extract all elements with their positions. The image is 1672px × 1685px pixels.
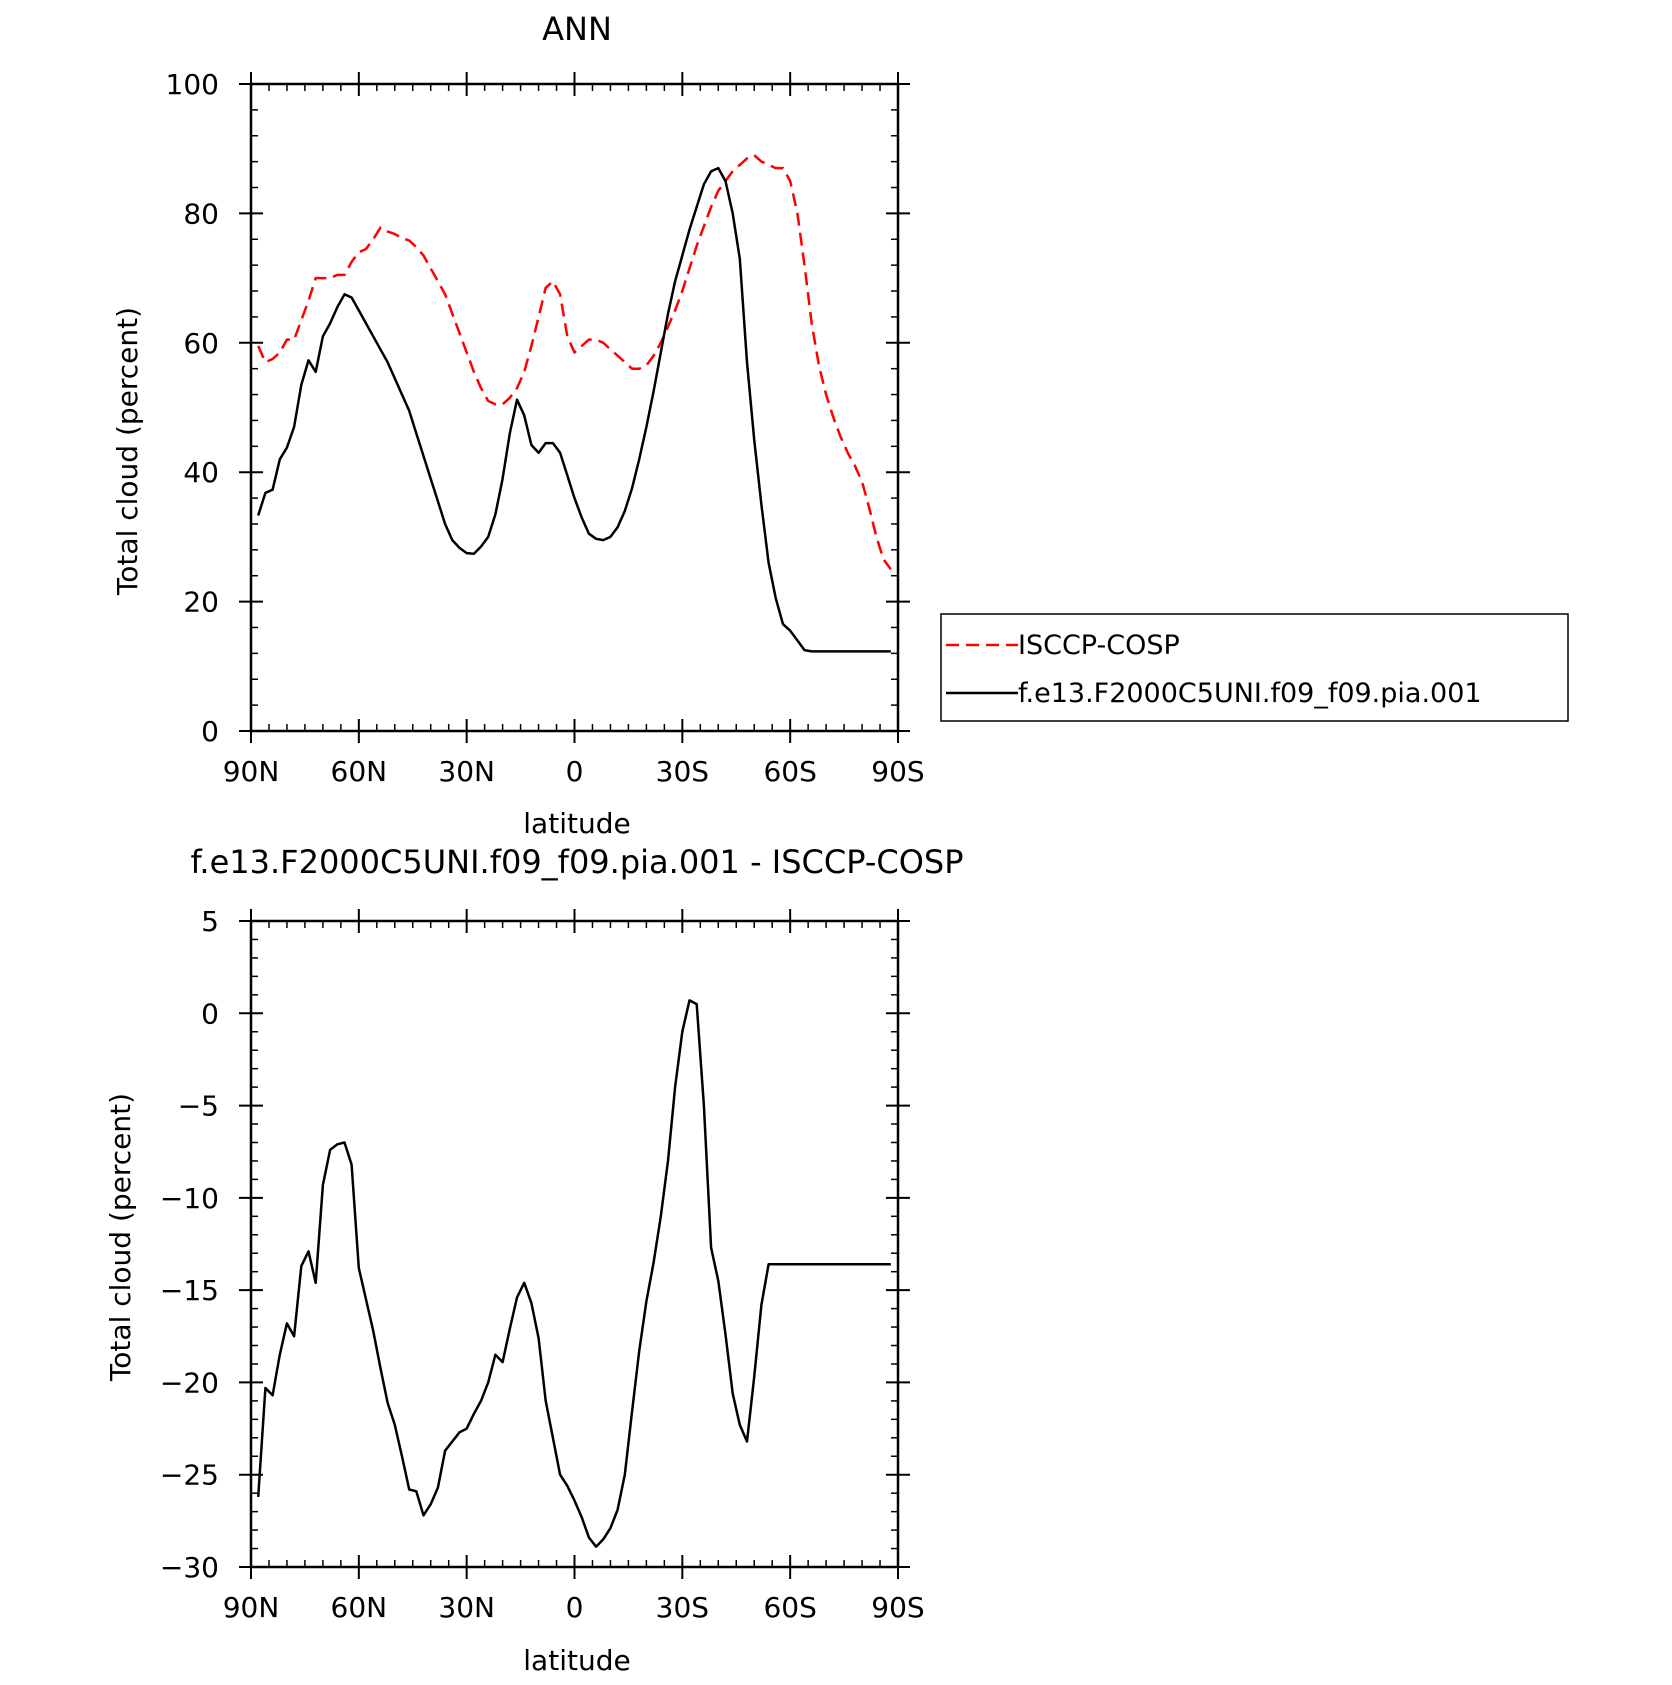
x-tick-label: 60N <box>331 755 388 788</box>
y-tick-label: 60 <box>183 327 219 360</box>
top-panel: ANN latitude Total cloud (percent) ISCCP… <box>111 10 1569 840</box>
bottom-panel-y-axis-title: Total cloud (percent) <box>104 1093 137 1382</box>
top-panel-series-line-0 <box>257 153 892 571</box>
top-panel-plot-frame <box>249 82 900 733</box>
x-tick-label: 30S <box>656 755 709 788</box>
x-tick-label: 0 <box>566 755 584 788</box>
x-tick-label: 90N <box>223 755 280 788</box>
y-tick-label: −10 <box>160 1182 219 1215</box>
y-tick-label: −25 <box>160 1459 219 1492</box>
x-tick-label: 30S <box>656 1591 709 1624</box>
x-tick-label: 60S <box>763 755 816 788</box>
y-tick-label: −30 <box>160 1551 219 1584</box>
bottom-panel: f.e13.F2000C5UNI.f09_f09.pia.001 - ISCCP… <box>104 843 964 1677</box>
top-panel-x-axis-title: latitude <box>523 807 630 840</box>
y-tick-label: 40 <box>183 456 219 489</box>
y-tick-label: 5 <box>201 905 219 938</box>
legend-label-isccp-cosp: ISCCP-COSP <box>1018 630 1180 661</box>
x-tick-label: 90N <box>223 1591 280 1624</box>
legend-label-model: f.e13.F2000C5UNI.f09_f09.pia.001 <box>1018 678 1482 709</box>
x-tick-label: 90S <box>871 755 924 788</box>
y-tick-label: 0 <box>201 997 219 1030</box>
y-tick-label: 100 <box>166 68 219 101</box>
bottom-panel-x-axis-title: latitude <box>523 1644 630 1677</box>
y-tick-label: −15 <box>160 1274 219 1307</box>
bottom-panel-title: f.e13.F2000C5UNI.f09_f09.pia.001 - ISCCP… <box>190 843 963 881</box>
top-panel-series-line-1 <box>257 166 891 653</box>
y-tick-label: 20 <box>183 586 219 619</box>
x-tick-label: 0 <box>566 1591 584 1624</box>
x-tick-label: 60S <box>763 1591 816 1624</box>
legend-box <box>940 613 1569 722</box>
bottom-panel-plot-frame <box>249 919 900 1569</box>
top-panel-title: ANN <box>542 10 612 48</box>
x-tick-label: 90S <box>871 1591 924 1624</box>
top-panel-legend: ISCCP-COSP f.e13.F2000C5UNI.f09_f09.pia.… <box>940 613 1569 722</box>
x-tick-label: 60N <box>331 1591 388 1624</box>
x-tick-label: 30N <box>438 755 495 788</box>
x-tick-label: 30N <box>438 1591 495 1624</box>
y-tick-label: −20 <box>160 1366 219 1399</box>
y-tick-label: −5 <box>178 1090 219 1123</box>
top-panel-y-axis-title: Total cloud (percent) <box>111 307 144 596</box>
y-tick-label: 80 <box>183 197 219 230</box>
y-tick-label: 0 <box>201 715 219 748</box>
bottom-panel-series-line-0 <box>256 999 891 1548</box>
